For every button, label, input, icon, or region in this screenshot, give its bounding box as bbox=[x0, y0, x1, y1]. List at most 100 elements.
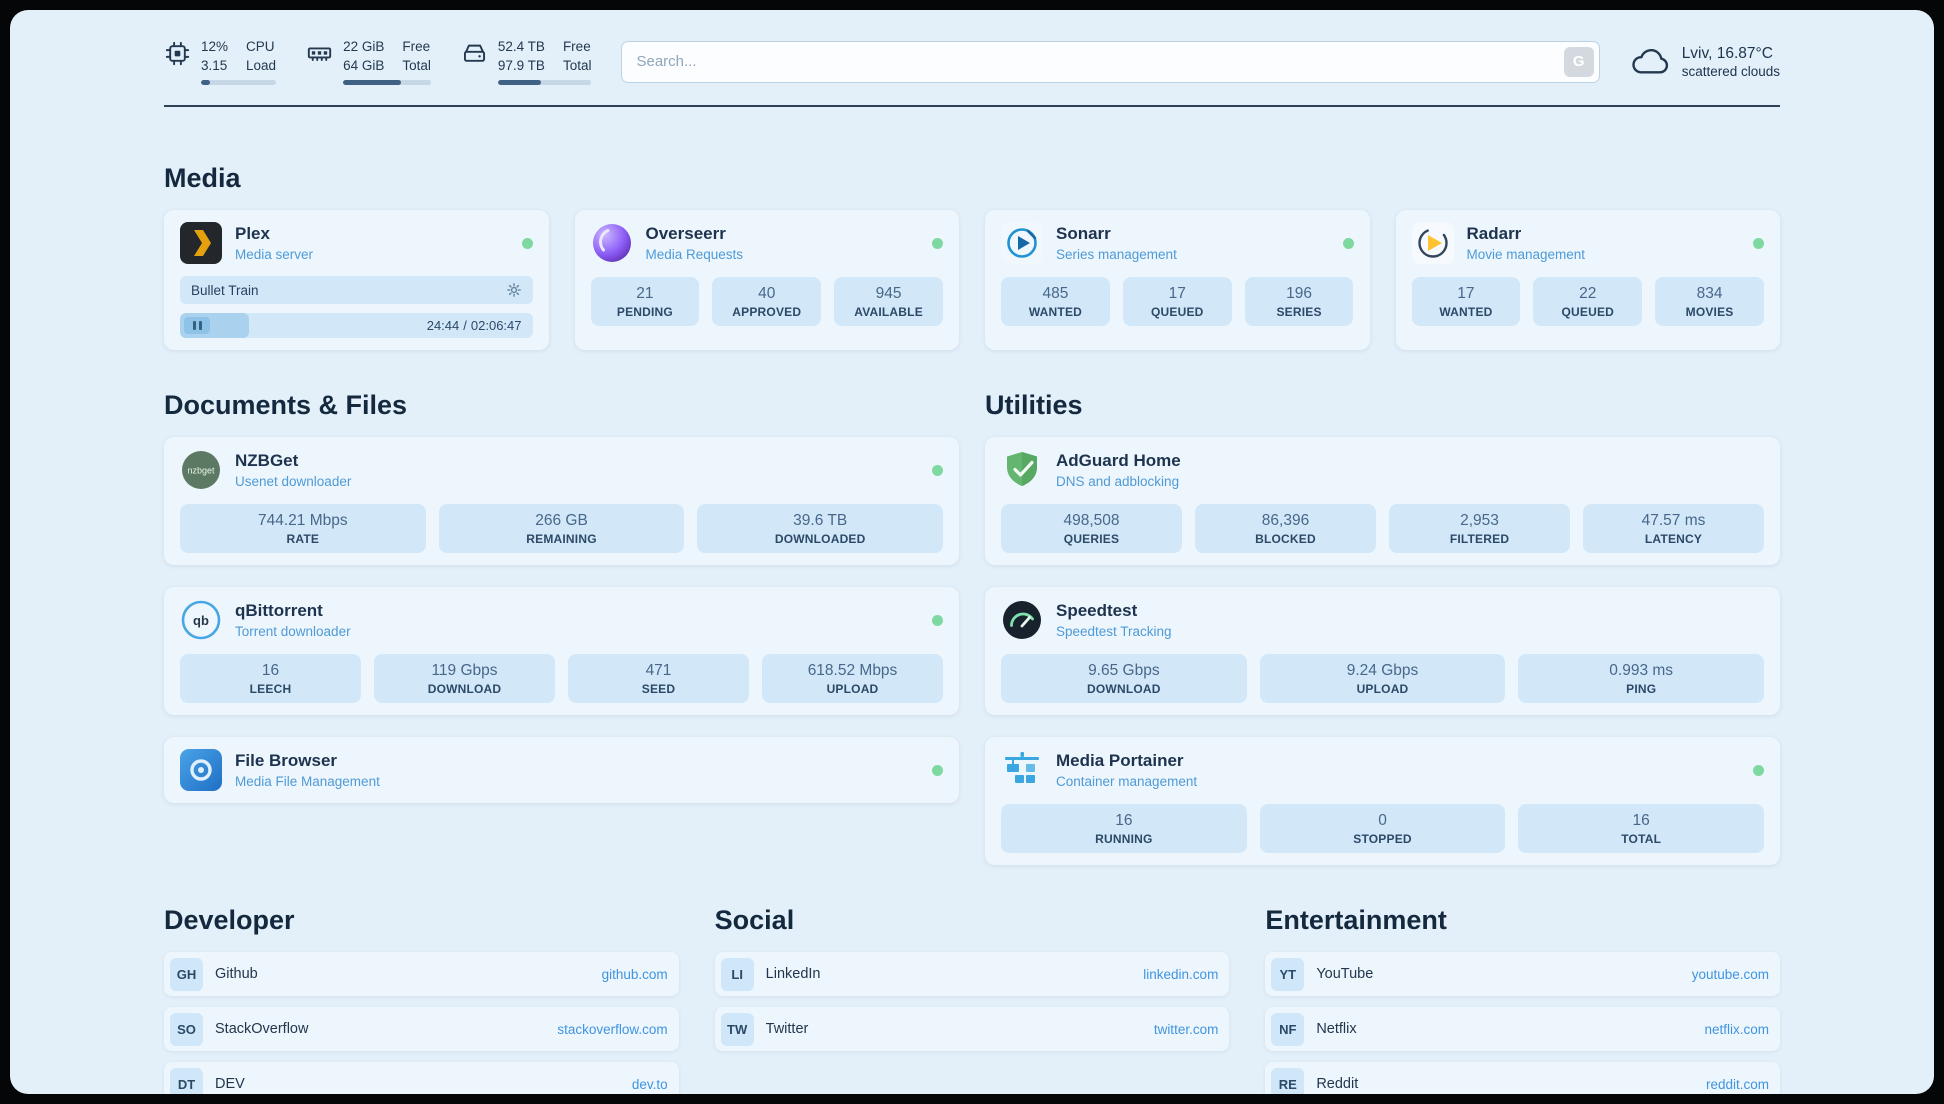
app-card-portainer[interactable]: Media Portainer Container management 16 R… bbox=[985, 737, 1780, 866]
bookmark-url: youtube.com bbox=[1691, 966, 1769, 982]
app-card-radarr[interactable]: Radarr Movie management 17 WANTED 22 QUEUED… bbox=[1395, 210, 1780, 351]
app-name: File Browser bbox=[235, 751, 338, 771]
bookmark-link[interactable]: RE Reddit reddit.com bbox=[1265, 1062, 1780, 1094]
app-card-nzbget[interactable]: nzbget NZBGet Usenet downloader 744.21 M… bbox=[164, 437, 959, 566]
stat-value: 39.6 TB bbox=[793, 512, 848, 530]
bookmark-link[interactable]: SO StackOverflow stackoverflow.com bbox=[164, 1007, 679, 1052]
app-card-sonarr[interactable]: Sonarr Series management 485 WANTED 17 QUEU… bbox=[985, 210, 1370, 351]
header-divider bbox=[164, 105, 1780, 108]
bookmark-link[interactable]: YT YouTube youtube.com bbox=[1265, 952, 1780, 997]
stat-label: PENDING bbox=[616, 305, 673, 320]
stat-box: 119 Gbps DOWNLOAD bbox=[374, 654, 555, 704]
stat-box: 485 WANTED bbox=[1001, 277, 1110, 327]
status-dot-online bbox=[1753, 764, 1764, 776]
adguard-stats: 498,508 QUERIES 86,396 BLOCKED 2,953 FILTERED… bbox=[1001, 504, 1764, 554]
app-header: Plex Media server bbox=[180, 222, 533, 265]
weather-location: Lviv, 16.87°C bbox=[1681, 44, 1773, 62]
app-name: Media Portainer bbox=[1056, 751, 1184, 771]
section-title-utilities: Utilities bbox=[985, 390, 1083, 421]
bookmark-link[interactable]: DT DEV dev.to bbox=[164, 1062, 679, 1094]
stat-label: DOWNLOADED bbox=[774, 532, 866, 547]
plex-icon bbox=[180, 222, 222, 265]
stat-value: 945 bbox=[875, 285, 902, 303]
stat-box: 47.57 ms LATENCY bbox=[1583, 504, 1764, 554]
cpu-label-top: CPU bbox=[246, 39, 275, 54]
qbittorrent-icon: qb bbox=[180, 599, 222, 641]
stat-box: 266 GB REMAINING bbox=[438, 504, 685, 554]
stat-value: 9.24 Gbps bbox=[1346, 662, 1419, 680]
cpu-icon bbox=[164, 40, 191, 67]
app-subtitle: DNS and adblocking bbox=[1056, 473, 1180, 489]
stat-label: QUEUED bbox=[1150, 305, 1204, 320]
stat-label: SEED bbox=[641, 682, 676, 697]
overseerr-stats: 21 PENDING 40 APPROVED 945 AVAILABLE bbox=[590, 277, 944, 327]
app-header: Speedtest Speedtest Tracking bbox=[1001, 599, 1764, 641]
ram-label-top: Free bbox=[402, 39, 431, 54]
section-title-entertainment: Entertainment bbox=[1265, 905, 1447, 936]
bookmark-link[interactable]: GH Github github.com bbox=[164, 952, 679, 997]
app-card-qbittorrent[interactable]: qb qBittorrent Torrent downloader 16 LEEC… bbox=[164, 587, 959, 716]
app-titles: AdGuard Home DNS and adblocking bbox=[1056, 451, 1181, 488]
app-card-filebrowser[interactable]: File Browser Media File Management bbox=[164, 737, 959, 804]
section-title-developer: Developer bbox=[164, 905, 295, 936]
bookmark-link[interactable]: LI LinkedIn linkedin.com bbox=[714, 952, 1230, 997]
stat-box: 498,508 QUERIES bbox=[1001, 504, 1182, 554]
elapsed-time: 24:44 bbox=[426, 318, 460, 334]
search-engine-button[interactable]: G bbox=[1563, 46, 1594, 77]
disk-label-bottom: Total bbox=[562, 57, 592, 73]
bookmark-link[interactable]: NF Netflix netflix.com bbox=[1265, 1007, 1780, 1052]
stat-value: 17 bbox=[1457, 285, 1475, 303]
stat-box: 16 RUNNING bbox=[1001, 804, 1247, 854]
pause-icon[interactable] bbox=[184, 317, 210, 335]
stat-box: 16 LEECH bbox=[180, 654, 361, 704]
stat-label: WANTED bbox=[1028, 305, 1083, 320]
playback-progress-bar[interactable]: 24:44 / 02:06:47 bbox=[180, 313, 533, 339]
stat-label: DOWNLOAD bbox=[1087, 682, 1161, 697]
stat-label: WANTED bbox=[1439, 305, 1493, 320]
stat-box: 86,396 BLOCKED bbox=[1195, 504, 1376, 554]
bookmark-url: github.com bbox=[601, 966, 668, 982]
stat-value: 0 bbox=[1378, 812, 1387, 830]
bookmark-name: YouTube bbox=[1316, 966, 1374, 983]
stat-label: PING bbox=[1626, 682, 1657, 697]
app-subtitle: Media server bbox=[235, 246, 314, 262]
app-subtitle: Media File Management bbox=[235, 773, 380, 789]
app-titles: File Browser Media File Management bbox=[235, 751, 380, 788]
bookmark-list: LI LinkedIn linkedin.com TW Twitter twitter.c… bbox=[714, 952, 1230, 1052]
bookmark-name: StackOverflow bbox=[215, 1021, 309, 1038]
app-subtitle: Usenet downloader bbox=[235, 473, 352, 489]
app-card-overseerr[interactable]: Overseerr Media Requests 21 PENDING 40 APPR… bbox=[574, 210, 959, 351]
stat-label: STOPPED bbox=[1353, 832, 1412, 847]
stat-value: 744.21 Mbps bbox=[258, 512, 348, 530]
app-name: qBittorrent bbox=[235, 601, 323, 621]
app-card-plex[interactable]: Plex Media server Bullet Train bbox=[164, 210, 549, 351]
stat-value: 485 bbox=[1042, 285, 1069, 303]
weather-widget: Lviv, 16.87°C scattered clouds bbox=[1630, 45, 1780, 79]
portainer-icon bbox=[1001, 749, 1043, 791]
section-media: Media Plex Media server bbox=[164, 163, 1780, 351]
bookmark-link[interactable]: TW Twitter twitter.com bbox=[714, 1007, 1230, 1052]
bookmark-abbr-badge: NF bbox=[1271, 1012, 1305, 1046]
search-input[interactable] bbox=[621, 40, 1600, 83]
disk-progress-bar bbox=[497, 80, 592, 86]
app-card-speedtest[interactable]: Speedtest Speedtest Tracking 9.65 Gbps DO… bbox=[985, 587, 1780, 716]
bookmark-url: netflix.com bbox=[1704, 1021, 1769, 1037]
stat-label: SERIES bbox=[1276, 305, 1322, 320]
bookmark-name: Twitter bbox=[765, 1021, 809, 1038]
ram-progress-bar bbox=[343, 80, 431, 86]
weather-condition: scattered clouds bbox=[1681, 63, 1780, 79]
app-titles: Plex Media server bbox=[235, 224, 313, 261]
stat-label: UPLOAD bbox=[826, 682, 879, 697]
stat-label: REMAINING bbox=[526, 532, 597, 547]
search-box: G bbox=[621, 40, 1600, 83]
gear-icon[interactable] bbox=[506, 282, 522, 298]
overseerr-icon bbox=[591, 222, 633, 264]
nzbget-stats: 744.21 Mbps RATE 266 GB REMAINING 39.6 TB DOW… bbox=[180, 504, 944, 554]
qbittorrent-logo-text: qb bbox=[193, 613, 209, 628]
bookmarks-area: Developer GH Github github.com SO StackOverf… bbox=[164, 905, 1780, 1094]
time-separator: / bbox=[463, 318, 467, 334]
section-title-documents: Documents & Files bbox=[164, 390, 408, 421]
app-card-adguard[interactable]: AdGuard Home DNS and adblocking 498,508 Q… bbox=[985, 437, 1780, 566]
ram-label-bottom: Total bbox=[402, 57, 431, 73]
status-dot-online bbox=[932, 764, 943, 776]
